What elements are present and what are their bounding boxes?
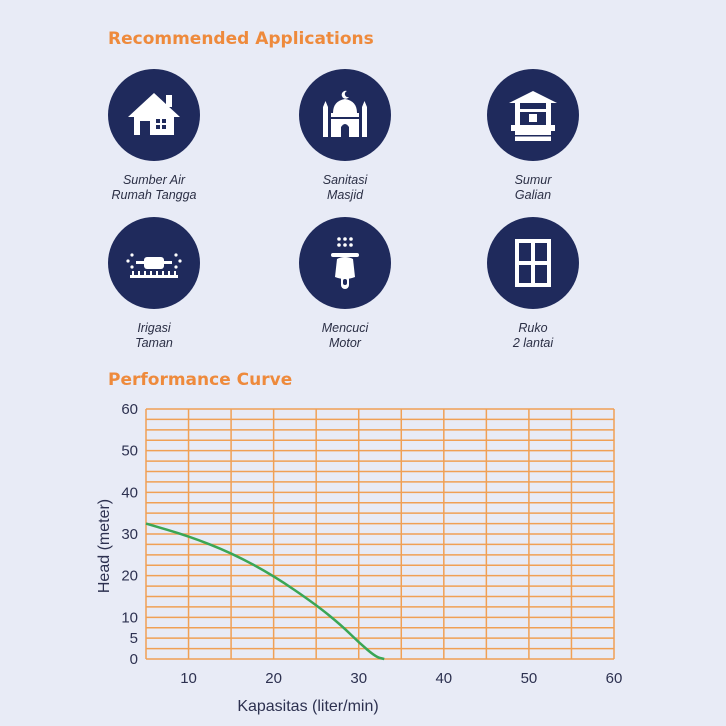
x-tick-label: 50 [521, 670, 538, 687]
performance-curve-line [145, 522, 385, 661]
y-tick-label: 0 [130, 651, 138, 668]
app-item-rumah-tangga: Sumber Air Rumah Tangga [74, 69, 234, 203]
app-label: Sumur Galian [514, 173, 552, 202]
well-icon [487, 69, 579, 161]
app-item-sumur: Sumur Galian [453, 69, 613, 203]
y-tick-label: 60 [121, 401, 138, 418]
y-tick-label: 10 [121, 609, 138, 626]
y-tick-label: 40 [121, 484, 138, 501]
app-item-irigasi: Irigasi Taman [74, 217, 234, 351]
y-tick-label: 30 [121, 526, 138, 543]
house-icon [108, 69, 200, 161]
x-axis-label: Kapasitas (liter/min) [237, 698, 378, 715]
x-tick-label: 10 [180, 670, 197, 687]
x-tick-label: 20 [265, 670, 282, 687]
app-item-motor: Mencuci Motor [265, 217, 425, 351]
recommended-applications-title: Recommended Applications [108, 29, 374, 49]
app-label: Irigasi Taman [135, 321, 173, 350]
performance-chart-svg: 10 20 30 40 50 60 0 5 10 20 30 40 50 60 Kapasitas (lit… [96, 401, 623, 715]
y-axis-label: Head (meter) [96, 499, 113, 593]
performance-curve-title: Performance Curve [108, 370, 293, 390]
app-label: Mencuci Motor [321, 321, 369, 350]
y-tick-label: 50 [121, 443, 138, 460]
x-tick-label: 60 [606, 670, 623, 687]
app-item-masjid: Sanitasi Masjid [265, 69, 425, 203]
y-tick-label: 20 [121, 568, 138, 585]
app-label: Ruko 2 lantai [512, 321, 554, 350]
x-tick-label: 30 [350, 670, 367, 687]
scooter-icon [299, 217, 391, 309]
app-label: Sanitasi Masjid [322, 173, 368, 202]
building-window-icon [487, 217, 579, 309]
app-label: Sumber Air Rumah Tangga [111, 173, 197, 202]
mosque-icon [299, 69, 391, 161]
sprinkler-icon [108, 217, 200, 309]
performance-chart: 10 20 30 40 50 60 0 5 10 20 30 40 50 60 Kapasitas (lit… [0, 395, 726, 726]
x-tick-label: 40 [435, 670, 452, 687]
app-item-ruko: Ruko 2 lantai [453, 217, 613, 351]
y-tick-label: 5 [130, 630, 138, 647]
